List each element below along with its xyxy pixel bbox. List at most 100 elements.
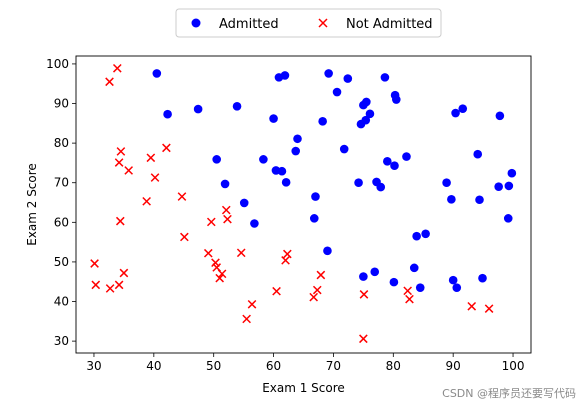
legend-not-admitted-marker — [318, 18, 328, 28]
not-admitted-point — [309, 292, 319, 302]
admitted-point — [380, 73, 390, 82]
not-admitted-point — [359, 334, 368, 344]
not-admitted-point — [236, 248, 246, 258]
y-tick-label: 60 — [54, 215, 69, 229]
admitted-point — [365, 109, 375, 119]
admitted-point — [390, 161, 399, 170]
not-admitted-point — [405, 294, 414, 304]
admitted-point — [473, 149, 483, 159]
not-admitted-point — [91, 280, 101, 290]
admitted-point — [339, 144, 349, 154]
axes-frame — [75, 55, 532, 354]
y-tick-label: 80 — [54, 136, 69, 150]
y-axis-ticks: 30 40 50 60 70 80 90 100 — [46, 57, 76, 348]
not-admitted-point — [272, 286, 281, 296]
not-admitted-point — [484, 304, 494, 313]
not-admitted-point — [150, 173, 160, 182]
y-tick-label: 50 — [54, 255, 69, 269]
admitted-point — [451, 108, 460, 118]
admitted-point — [494, 182, 503, 191]
not-admitted-point — [215, 273, 225, 283]
not-admitted-point — [281, 256, 290, 265]
y-tick-label: 40 — [54, 295, 69, 309]
not-admitted-point — [316, 270, 326, 280]
admitted-point — [163, 109, 172, 119]
admitted-point — [193, 104, 203, 114]
admitted-point — [391, 95, 401, 104]
not-admitted-point — [203, 248, 213, 258]
x-tick-label: 40 — [146, 359, 161, 373]
legend-admitted-label: Admitted — [219, 17, 279, 32]
not-admitted-point — [119, 268, 129, 278]
legend-admitted-marker — [191, 18, 201, 28]
not-admitted-point — [223, 214, 232, 224]
not-admitted-point — [242, 314, 251, 324]
not-admitted-point — [312, 285, 322, 295]
not-admitted-point — [112, 63, 122, 73]
admitted-point — [503, 214, 513, 223]
admitted-point — [504, 181, 514, 191]
y-tick-label: 70 — [54, 176, 69, 190]
y-tick-label: 30 — [54, 334, 69, 348]
admitted-point — [280, 71, 290, 80]
plot-area: 30 40 50 60 70 80 90 100 30 40 50 60 70 80 90 100 — [46, 55, 532, 373]
watermark-text: CSDN @程序员还要写代码 — [442, 386, 576, 400]
admitted-point — [383, 157, 392, 166]
admitted-point — [452, 283, 462, 292]
admitted-point — [402, 152, 411, 161]
not-admitted-point — [142, 197, 151, 206]
not-admitted-points — [90, 63, 494, 344]
x-tick-label: 100 — [502, 359, 525, 373]
x-tick-label: 80 — [386, 359, 401, 373]
admitted-point — [311, 192, 320, 201]
not-admitted-point — [114, 158, 124, 167]
admitted-points — [152, 69, 517, 292]
admitted-point — [421, 229, 430, 239]
admitted-point — [269, 114, 278, 123]
admitted-point — [324, 69, 333, 78]
x-tick-label: 30 — [86, 359, 101, 373]
legend: Admitted Not Admitted — [175, 8, 442, 38]
x-tick-label: 70 — [326, 359, 341, 373]
admitted-point — [293, 134, 302, 144]
admitted-point — [277, 166, 287, 176]
x-tick-label: 50 — [206, 359, 221, 373]
admitted-point — [359, 272, 368, 281]
admitted-point — [376, 182, 386, 192]
x-tick-label: 60 — [266, 359, 281, 373]
admitted-point — [412, 231, 421, 241]
x-tick-label: 90 — [446, 359, 461, 373]
admitted-point — [281, 178, 291, 187]
not-admitted-point — [217, 269, 227, 279]
admitted-point — [239, 198, 249, 208]
x-axis-label: Exam 1 Score — [262, 381, 345, 395]
not-admitted-point — [177, 192, 187, 201]
y-axis-label: Exam 2 Score — [25, 163, 39, 246]
not-admitted-point — [105, 77, 114, 87]
not-admitted-point — [105, 284, 115, 293]
not-admitted-point — [283, 249, 292, 259]
admitted-point — [458, 104, 468, 113]
admitted-point — [318, 117, 327, 126]
admitted-point — [152, 69, 162, 78]
not-admitted-point — [124, 166, 134, 175]
not-admitted-point — [467, 301, 477, 311]
not-admitted-point — [90, 259, 99, 268]
admitted-point — [389, 277, 399, 287]
admitted-point — [415, 283, 425, 292]
admitted-point — [309, 214, 319, 223]
admitted-point — [362, 97, 371, 107]
admitted-point — [259, 155, 268, 164]
admitted-point — [354, 178, 363, 188]
y-tick-label: 90 — [54, 97, 69, 111]
admitted-point — [232, 101, 242, 111]
admitted-point — [448, 275, 458, 285]
not-admitted-point — [206, 217, 216, 227]
not-admitted-point — [403, 286, 413, 296]
admitted-point — [323, 246, 332, 256]
legend-frame — [175, 8, 442, 38]
not-admitted-point — [115, 216, 125, 226]
not-admitted-point — [247, 299, 257, 309]
